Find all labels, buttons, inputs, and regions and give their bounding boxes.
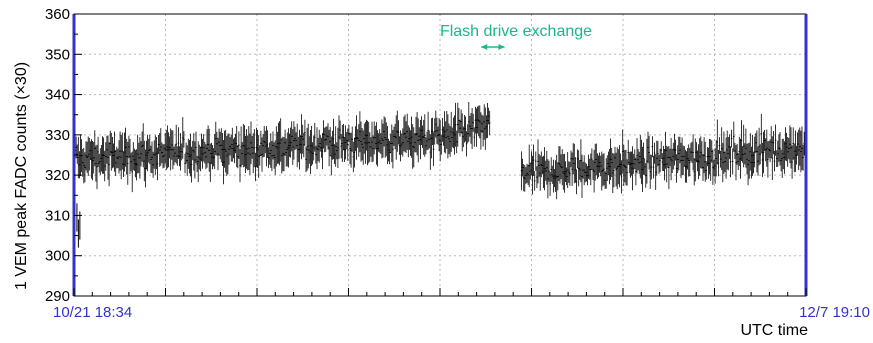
tick-labels: 290 300 310 320 330 340 350 360 — [45, 6, 807, 305]
x-tick-label-start: 10/21 18:34 — [53, 304, 132, 321]
x-axis-title: UTC time — [740, 322, 808, 339]
x-tick-label-end: 12/7 19:10 — [799, 304, 870, 321]
y-tick-label: 350 — [45, 46, 70, 63]
data-points-errorbars — [520, 113, 807, 200]
data-segment-2 — [520, 113, 807, 200]
y-tick-label: 360 — [45, 6, 70, 23]
y-tick-label: 330 — [45, 127, 70, 144]
arrow-head-left — [481, 44, 488, 50]
y-tick-label: 300 — [45, 248, 70, 265]
flash-drive-arrow-icon — [481, 44, 505, 50]
arrow-head-right — [498, 44, 505, 50]
data-series — [74, 102, 807, 248]
y-tick-label: 310 — [45, 207, 70, 224]
y-tick-label: 340 — [45, 87, 70, 104]
flash-drive-annotation: Flash drive exchange — [440, 23, 592, 40]
y-axis-title: 1 VEM peak FADC counts (×30) — [13, 62, 30, 290]
y-tick-label: 290 — [45, 288, 70, 305]
y-tick-label: 320 — [45, 167, 70, 184]
